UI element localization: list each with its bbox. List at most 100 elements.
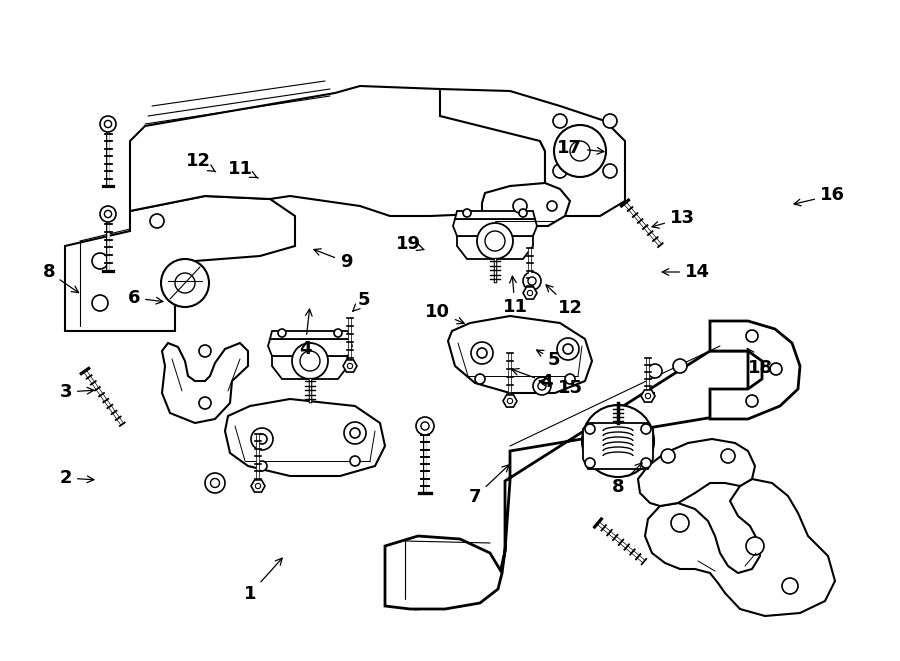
Circle shape bbox=[746, 395, 758, 407]
Circle shape bbox=[199, 397, 211, 409]
Circle shape bbox=[533, 377, 551, 395]
Circle shape bbox=[257, 434, 267, 444]
Text: 17: 17 bbox=[557, 139, 604, 157]
Circle shape bbox=[205, 473, 225, 493]
Circle shape bbox=[547, 201, 557, 211]
Circle shape bbox=[104, 120, 112, 128]
Circle shape bbox=[582, 405, 654, 477]
Polygon shape bbox=[503, 395, 517, 407]
Circle shape bbox=[292, 343, 328, 379]
Text: 18: 18 bbox=[747, 348, 773, 377]
Polygon shape bbox=[638, 439, 755, 506]
Circle shape bbox=[553, 114, 567, 128]
Text: 12: 12 bbox=[185, 152, 216, 172]
Text: 4: 4 bbox=[299, 309, 312, 358]
Circle shape bbox=[641, 424, 651, 434]
Polygon shape bbox=[270, 331, 350, 339]
Circle shape bbox=[641, 458, 651, 468]
Circle shape bbox=[100, 116, 116, 132]
Circle shape bbox=[475, 374, 485, 384]
Circle shape bbox=[257, 461, 267, 471]
Circle shape bbox=[350, 428, 360, 438]
Circle shape bbox=[300, 351, 320, 371]
Text: 11: 11 bbox=[502, 276, 527, 316]
Circle shape bbox=[256, 483, 261, 488]
Text: 19: 19 bbox=[395, 235, 424, 253]
Circle shape bbox=[350, 456, 360, 466]
Polygon shape bbox=[710, 321, 800, 419]
Circle shape bbox=[104, 210, 112, 217]
Polygon shape bbox=[440, 89, 625, 216]
Circle shape bbox=[565, 374, 575, 384]
Circle shape bbox=[100, 206, 116, 222]
Text: 1: 1 bbox=[244, 558, 283, 603]
Circle shape bbox=[554, 125, 606, 177]
Circle shape bbox=[746, 330, 758, 342]
Text: 15: 15 bbox=[539, 379, 583, 397]
Text: 13: 13 bbox=[652, 209, 695, 228]
Polygon shape bbox=[523, 287, 537, 299]
Circle shape bbox=[463, 209, 471, 217]
Circle shape bbox=[175, 273, 195, 293]
Circle shape bbox=[334, 329, 342, 337]
Polygon shape bbox=[390, 351, 748, 609]
Circle shape bbox=[421, 422, 429, 430]
Polygon shape bbox=[645, 479, 835, 616]
Circle shape bbox=[645, 393, 651, 399]
Text: 5: 5 bbox=[536, 350, 561, 369]
Circle shape bbox=[585, 424, 595, 434]
Circle shape bbox=[782, 578, 798, 594]
Polygon shape bbox=[272, 356, 348, 379]
Polygon shape bbox=[130, 86, 545, 216]
Circle shape bbox=[92, 253, 108, 269]
Circle shape bbox=[528, 277, 536, 285]
Text: 2: 2 bbox=[59, 469, 94, 487]
Polygon shape bbox=[482, 183, 570, 226]
Text: 16: 16 bbox=[794, 186, 845, 206]
Text: 14: 14 bbox=[662, 263, 710, 281]
Circle shape bbox=[211, 479, 220, 488]
Circle shape bbox=[661, 449, 675, 463]
Circle shape bbox=[519, 209, 527, 217]
Circle shape bbox=[523, 272, 541, 290]
Text: 10: 10 bbox=[425, 303, 464, 324]
Text: 8: 8 bbox=[42, 263, 78, 293]
Circle shape bbox=[251, 428, 273, 450]
Polygon shape bbox=[457, 236, 533, 259]
Circle shape bbox=[344, 422, 366, 444]
Circle shape bbox=[563, 344, 573, 354]
Circle shape bbox=[671, 514, 689, 532]
Circle shape bbox=[513, 199, 527, 213]
Polygon shape bbox=[641, 390, 655, 402]
Circle shape bbox=[557, 338, 579, 360]
Text: 3: 3 bbox=[59, 383, 94, 401]
Circle shape bbox=[527, 290, 533, 295]
Circle shape bbox=[721, 449, 735, 463]
Circle shape bbox=[770, 363, 782, 375]
Circle shape bbox=[416, 417, 434, 435]
Polygon shape bbox=[162, 343, 248, 423]
Circle shape bbox=[538, 382, 546, 390]
Circle shape bbox=[603, 114, 617, 128]
Circle shape bbox=[485, 231, 505, 251]
Polygon shape bbox=[453, 219, 537, 236]
Circle shape bbox=[471, 342, 493, 364]
Polygon shape bbox=[225, 399, 385, 476]
Circle shape bbox=[150, 214, 164, 228]
Circle shape bbox=[477, 348, 487, 358]
Text: 4: 4 bbox=[512, 369, 553, 391]
Circle shape bbox=[648, 364, 662, 378]
Circle shape bbox=[673, 359, 687, 373]
Circle shape bbox=[92, 295, 108, 311]
Polygon shape bbox=[65, 196, 295, 331]
Polygon shape bbox=[251, 480, 265, 492]
Text: 12: 12 bbox=[546, 285, 583, 317]
Text: 6: 6 bbox=[128, 289, 163, 307]
Circle shape bbox=[161, 259, 209, 307]
Circle shape bbox=[199, 345, 211, 357]
Circle shape bbox=[585, 458, 595, 468]
Circle shape bbox=[477, 223, 513, 259]
Polygon shape bbox=[583, 423, 653, 469]
Text: 11: 11 bbox=[228, 160, 257, 178]
Circle shape bbox=[278, 329, 286, 337]
